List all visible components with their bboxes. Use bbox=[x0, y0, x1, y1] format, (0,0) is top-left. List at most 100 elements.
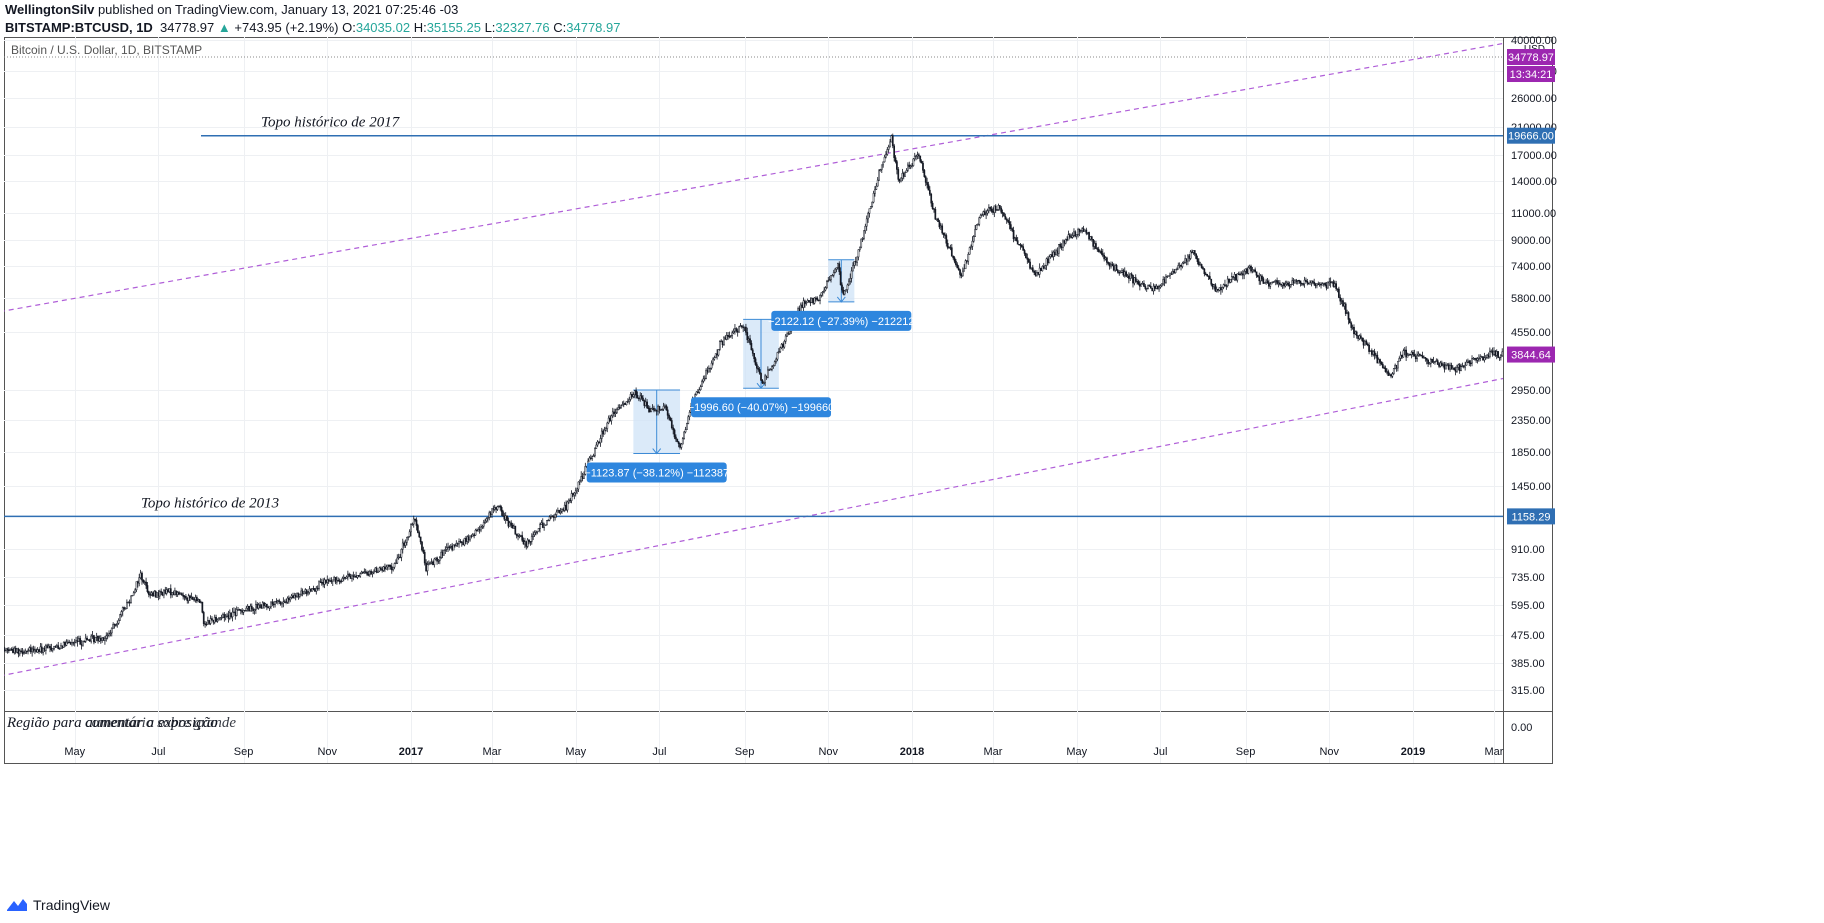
candle bbox=[708, 365, 710, 373]
candle bbox=[1222, 283, 1225, 290]
candle bbox=[1397, 360, 1399, 372]
candle bbox=[255, 600, 257, 614]
candle-body bbox=[60, 645, 62, 649]
candle-body bbox=[139, 572, 142, 578]
candle bbox=[1446, 363, 1449, 367]
candle-body bbox=[804, 300, 806, 304]
candle-body bbox=[1181, 262, 1184, 267]
candle-body bbox=[998, 205, 1001, 209]
price-tag-label: 19666.00 bbox=[1508, 131, 1554, 143]
candle-body bbox=[12, 649, 14, 653]
candle-body bbox=[432, 561, 434, 565]
candle bbox=[761, 379, 764, 385]
candle bbox=[738, 325, 740, 333]
candle bbox=[1300, 282, 1303, 286]
author-name[interactable]: WellingtonSilv bbox=[5, 2, 95, 17]
candle bbox=[142, 579, 145, 584]
candle-body bbox=[1327, 282, 1329, 289]
candle-body bbox=[1285, 282, 1288, 285]
candle bbox=[1204, 271, 1207, 276]
measure-callout-box bbox=[586, 462, 727, 483]
candle bbox=[937, 217, 939, 223]
candle bbox=[39, 642, 42, 653]
candle bbox=[1373, 348, 1376, 360]
candle-body bbox=[368, 571, 371, 576]
candle bbox=[1012, 226, 1015, 243]
candle bbox=[919, 155, 922, 163]
candle bbox=[375, 566, 378, 574]
candle bbox=[1262, 276, 1265, 284]
candle-body bbox=[438, 557, 441, 561]
candle bbox=[915, 154, 917, 161]
candle-body bbox=[338, 580, 341, 582]
candle-body bbox=[1494, 350, 1497, 356]
candle-body bbox=[728, 335, 731, 338]
candle-body bbox=[1303, 279, 1306, 285]
candle-body bbox=[953, 257, 956, 262]
candle-body bbox=[589, 457, 592, 460]
candle bbox=[896, 159, 898, 175]
candle-body bbox=[673, 429, 676, 438]
candle-body bbox=[1261, 275, 1263, 280]
candle bbox=[322, 578, 325, 588]
candle bbox=[948, 246, 950, 249]
brand-name[interactable]: TradingView bbox=[33, 897, 111, 913]
candle bbox=[983, 208, 986, 216]
candle-body bbox=[476, 529, 478, 532]
candle-body bbox=[327, 579, 330, 582]
candle bbox=[605, 426, 607, 432]
candle-body bbox=[1251, 269, 1254, 272]
candle-body bbox=[54, 645, 57, 648]
candle-body bbox=[1387, 371, 1390, 376]
candle bbox=[1322, 282, 1325, 287]
candle-body bbox=[1475, 358, 1477, 361]
candle-body bbox=[1362, 340, 1365, 346]
candle bbox=[149, 591, 152, 599]
candle bbox=[201, 601, 204, 614]
candle bbox=[517, 532, 519, 541]
candle-body bbox=[161, 591, 164, 596]
candle-body bbox=[972, 236, 975, 242]
candle-body bbox=[266, 603, 268, 608]
candle-body bbox=[1027, 259, 1030, 263]
candle bbox=[421, 541, 423, 552]
candle bbox=[277, 599, 279, 605]
candle-body bbox=[32, 648, 35, 652]
candle bbox=[389, 564, 392, 570]
candle bbox=[1279, 280, 1281, 286]
candle bbox=[558, 509, 561, 514]
candle-body bbox=[675, 436, 677, 440]
candle bbox=[1449, 362, 1451, 372]
candle bbox=[1118, 270, 1121, 276]
candle-body bbox=[1381, 363, 1384, 368]
candle bbox=[920, 159, 923, 164]
candle bbox=[815, 296, 817, 302]
candle bbox=[320, 578, 323, 586]
candle bbox=[890, 134, 893, 143]
candle bbox=[207, 616, 209, 625]
candle-body bbox=[1000, 207, 1003, 213]
candle bbox=[1097, 246, 1100, 253]
candle bbox=[581, 472, 584, 482]
measure-callout: −1996.60 (−40.07%) −199660 bbox=[688, 397, 834, 418]
candle-body bbox=[248, 605, 250, 612]
candle-body bbox=[883, 156, 886, 163]
candle bbox=[1272, 281, 1274, 284]
candle-body bbox=[444, 549, 447, 551]
candle bbox=[1136, 278, 1138, 285]
candle bbox=[1263, 282, 1266, 284]
candle-body bbox=[68, 641, 71, 644]
candle-body bbox=[362, 571, 364, 574]
candle bbox=[653, 405, 655, 413]
candle bbox=[97, 635, 99, 644]
candle bbox=[956, 262, 959, 269]
candle-body bbox=[1291, 280, 1294, 285]
candle-body bbox=[1097, 248, 1100, 252]
candle-body bbox=[841, 284, 843, 291]
candle bbox=[1217, 288, 1219, 293]
candle-body bbox=[132, 592, 135, 596]
x-tick-label: Mar bbox=[483, 746, 502, 758]
candle-body bbox=[684, 429, 687, 433]
candle bbox=[412, 515, 415, 528]
